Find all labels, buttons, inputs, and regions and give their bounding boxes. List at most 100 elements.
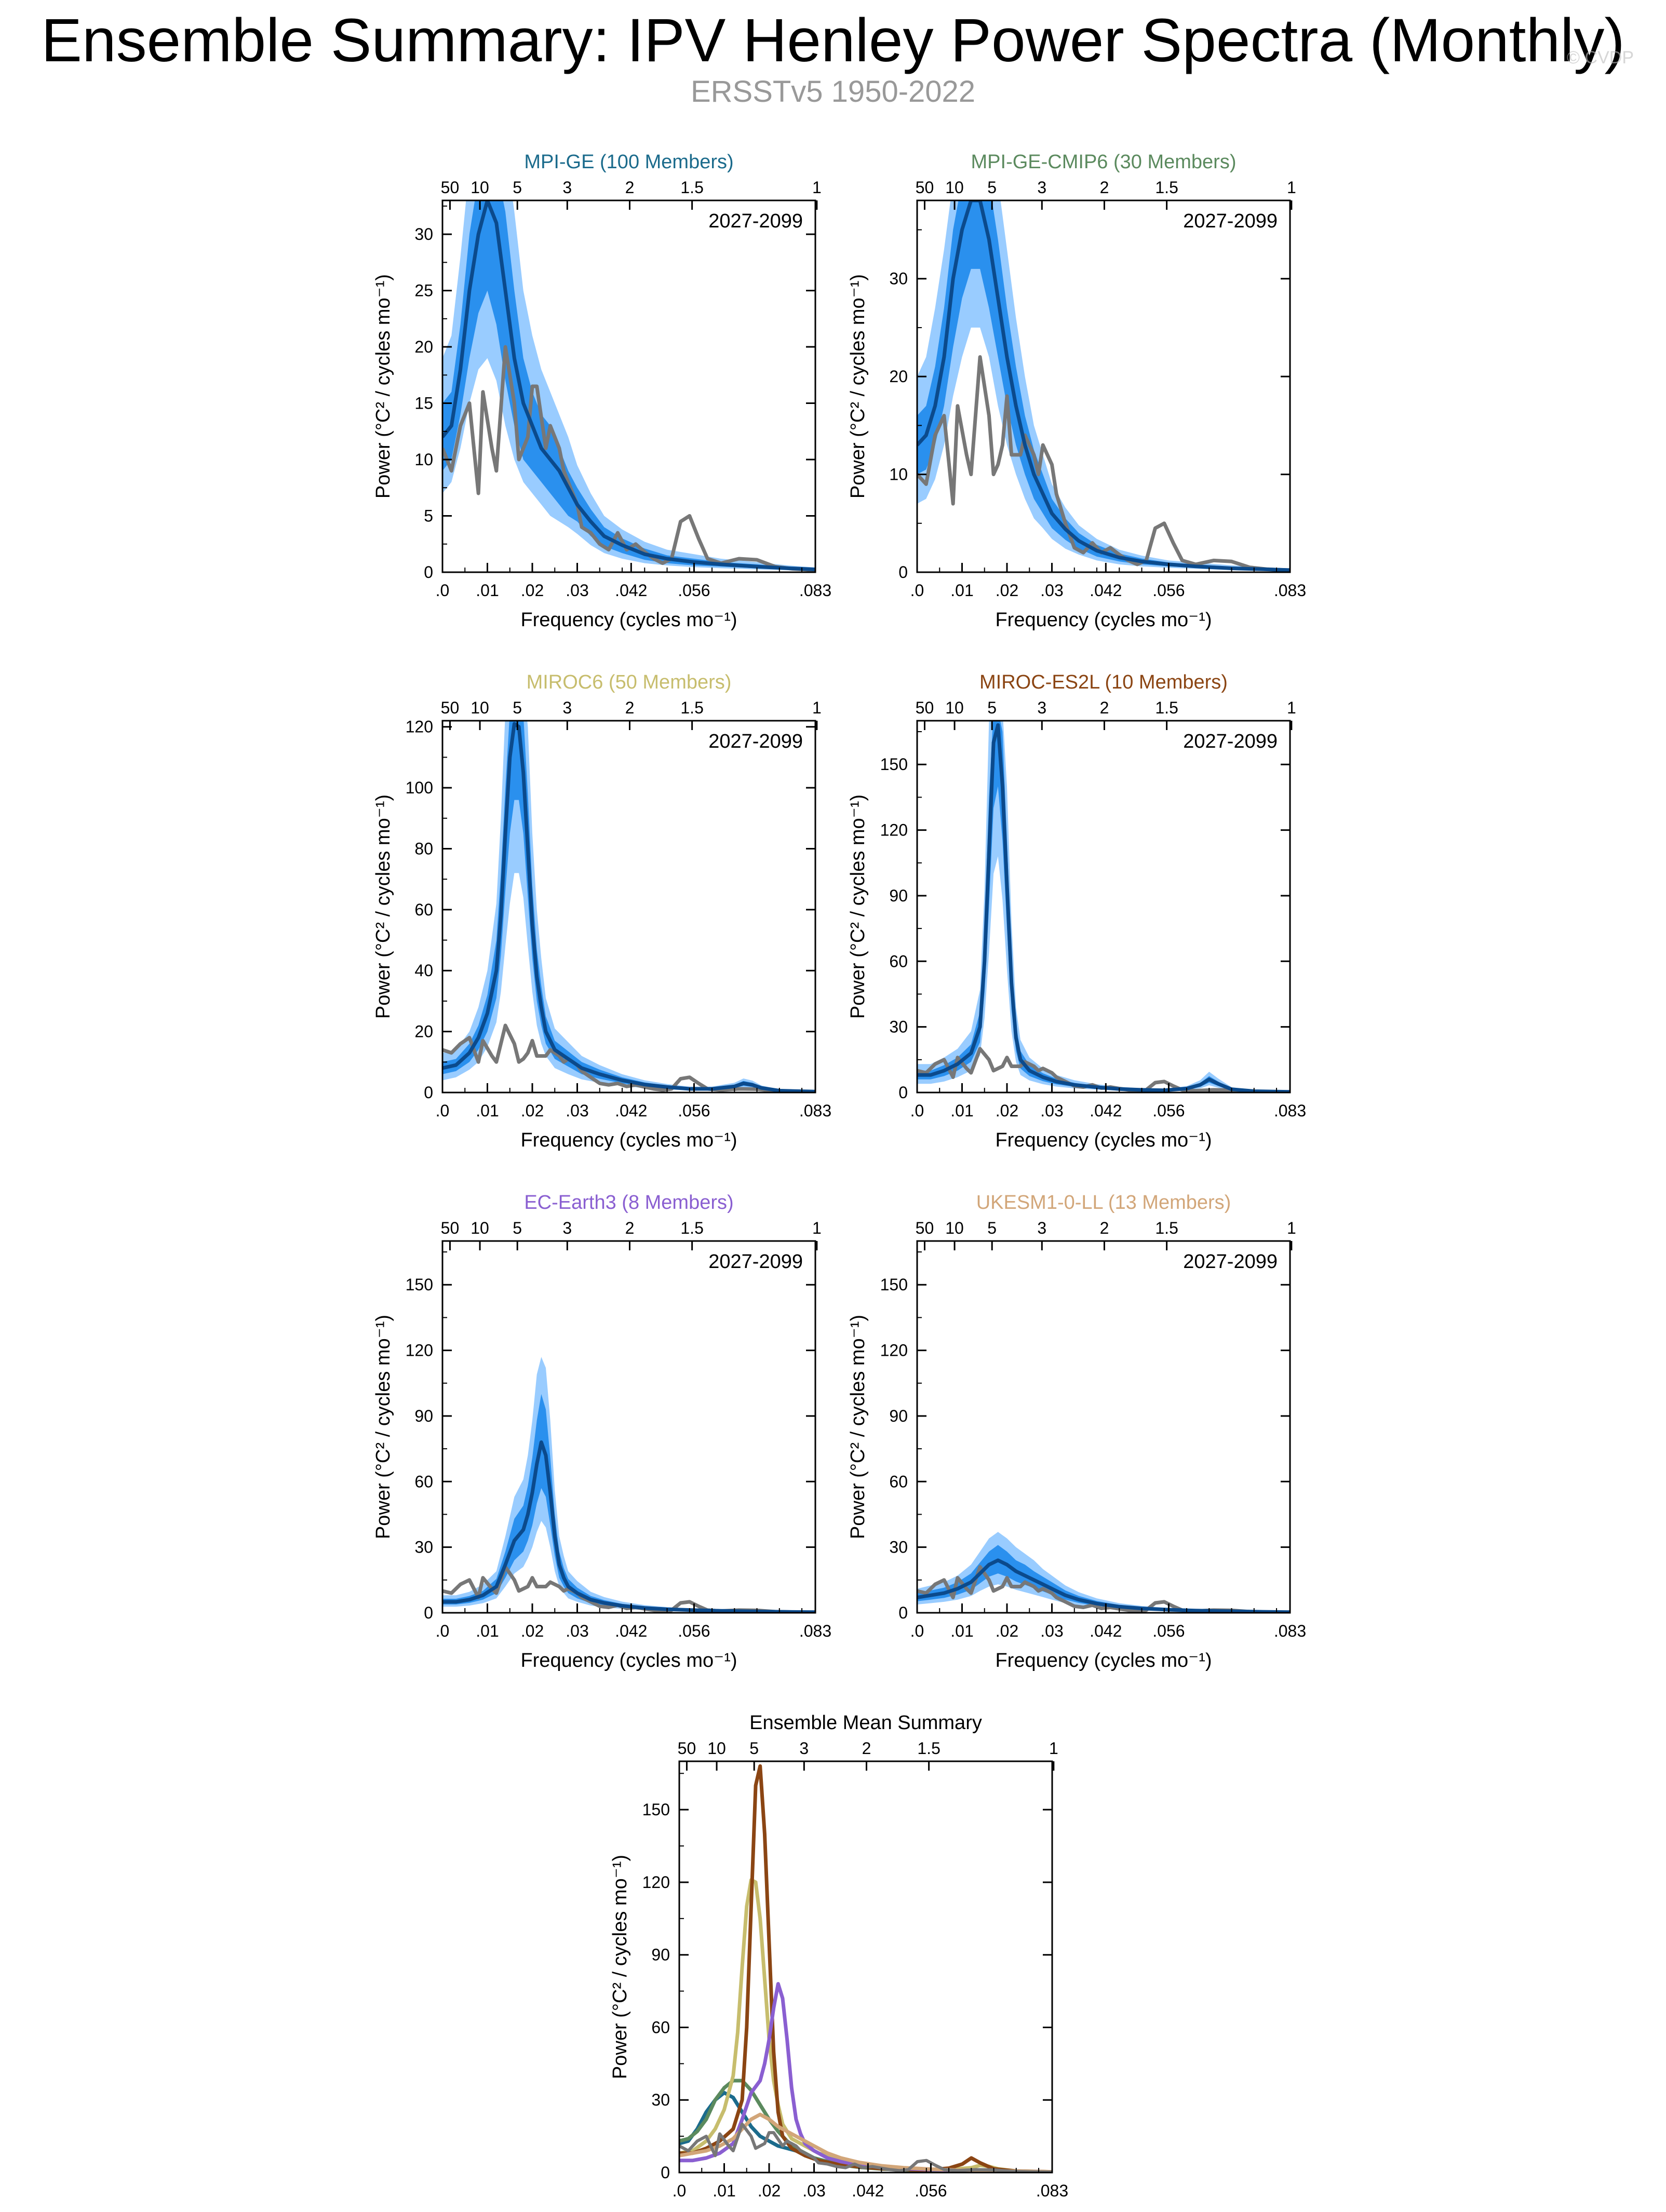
top-tick-label: 1 <box>812 178 822 197</box>
x-axis-label: Frequency (cycles mo⁻¹) <box>995 1650 1212 1671</box>
top-tick-label: 50 <box>916 178 934 197</box>
top-tick-label: 3 <box>1037 698 1046 717</box>
y-tick-label: 100 <box>406 778 433 797</box>
top-tick-label: 3 <box>562 698 572 717</box>
band-inner <box>442 200 815 571</box>
x-tick-label: .042 <box>1090 581 1122 600</box>
x-tick-label: .042 <box>1090 1101 1122 1120</box>
top-tick-label: 2 <box>862 1739 871 1758</box>
y-tick-label: 5 <box>424 507 433 525</box>
top-tick-label: 50 <box>678 1739 696 1758</box>
top-tick-label: 1.5 <box>1155 178 1178 197</box>
y-tick-label: 120 <box>880 821 908 840</box>
x-tick-label: .02 <box>996 581 1018 600</box>
y-tick-label: 150 <box>880 1275 908 1294</box>
top-tick-label: 5 <box>513 698 522 717</box>
y-tick-label: 90 <box>889 886 908 905</box>
ensemble-mean-line <box>917 723 1290 1092</box>
y-tick-label: 15 <box>414 394 433 413</box>
y-tick-label: 0 <box>898 1083 908 1102</box>
top-tick-label: 2 <box>625 1219 635 1237</box>
y-tick-label: 120 <box>642 1873 670 1892</box>
x-tick-label: .083 <box>1274 1622 1306 1640</box>
y-tick-label: 60 <box>651 2018 670 2036</box>
y-tick-label: 60 <box>889 952 908 970</box>
x-axis-label: Frequency (cycles mo⁻¹) <box>995 609 1212 631</box>
band-inner <box>442 1394 815 1613</box>
top-tick-label: 2 <box>1100 178 1109 197</box>
panel-title: MIROC-ES2L (10 Members) <box>979 671 1228 693</box>
x-tick-label: .01 <box>476 581 499 600</box>
series-line-ersstv5 <box>679 2122 1052 2173</box>
band-outer <box>442 200 815 571</box>
top-tick-label: 10 <box>471 178 489 197</box>
y-tick-label: 0 <box>661 2163 670 2182</box>
x-tick-label: .056 <box>1152 1101 1185 1120</box>
x-tick-label: .02 <box>521 581 544 600</box>
observed-spectrum-line <box>917 355 1290 572</box>
y-tick-label: 0 <box>898 563 908 582</box>
figure-title: Ensemble Summary: IPV Henley Power Spect… <box>41 6 1624 75</box>
top-tick-label: 10 <box>945 1219 964 1237</box>
x-tick-label: .0 <box>436 1622 450 1640</box>
top-tick-label: 2 <box>1100 698 1109 717</box>
y-tick-label: 10 <box>889 465 908 484</box>
panel-title: MPI-GE (100 Members) <box>524 151 733 173</box>
panel-title: Ensemble Mean Summary <box>749 1712 982 1734</box>
period-label: 2027-2099 <box>708 731 803 752</box>
x-tick-label: .083 <box>1274 1101 1306 1120</box>
x-tick-label: .0 <box>436 1101 450 1120</box>
panel-title: MIROC6 (50 Members) <box>527 671 732 693</box>
y-tick-label: 30 <box>889 269 908 288</box>
x-tick-label: .083 <box>799 1622 831 1640</box>
ensemble-mean-line <box>442 200 815 572</box>
panel-title: EC-Earth3 (8 Members) <box>524 1192 733 1213</box>
x-tick-label: .02 <box>521 1101 544 1120</box>
y-tick-label: 10 <box>414 450 433 469</box>
x-tick-label: .042 <box>852 2181 884 2200</box>
y-tick-label: 30 <box>651 2090 670 2109</box>
band-outer <box>917 721 1290 1092</box>
top-tick-label: 2 <box>1100 1219 1109 1237</box>
top-tick-label: 50 <box>916 1219 934 1237</box>
x-tick-label: .03 <box>566 1622 588 1640</box>
observed-spectrum-line <box>917 1565 1290 1613</box>
top-tick-label: 5 <box>749 1739 759 1758</box>
y-tick-label: 120 <box>406 1341 433 1360</box>
top-tick-label: 1 <box>1287 698 1296 717</box>
y-tick-label: 60 <box>414 900 433 919</box>
top-tick-label: 50 <box>441 178 460 197</box>
x-axis-label: Frequency (cycles mo⁻¹) <box>520 1650 737 1671</box>
x-tick-label: .03 <box>1040 1622 1063 1640</box>
top-tick-label: 3 <box>562 1219 572 1237</box>
y-axis-label: Power (°C² / cycles mo⁻¹) <box>372 1315 394 1539</box>
x-tick-label: .056 <box>1152 1622 1185 1640</box>
top-tick-label: 3 <box>562 178 572 197</box>
x-tick-label: .083 <box>799 1101 831 1120</box>
x-tick-label: .01 <box>950 1101 973 1120</box>
period-label: 2027-2099 <box>1183 1251 1278 1273</box>
top-tick-label: 10 <box>945 178 964 197</box>
top-tick-label: 5 <box>987 698 997 717</box>
top-tick-label: 1.5 <box>680 178 703 197</box>
x-tick-label: .056 <box>678 1622 710 1640</box>
y-tick-label: 60 <box>414 1472 433 1491</box>
x-tick-label: .0 <box>673 2181 687 2200</box>
x-tick-label: .056 <box>678 1101 710 1120</box>
top-tick-label: 1 <box>812 698 822 717</box>
ensemble-mean-line <box>917 1558 1290 1613</box>
period-label: 2027-2099 <box>1183 210 1278 232</box>
panel-title: MPI-GE-CMIP6 (30 Members) <box>971 151 1237 173</box>
top-tick-label: 1.5 <box>680 1219 703 1237</box>
period-label: 2027-2099 <box>1183 731 1278 752</box>
y-tick-label: 30 <box>889 1538 908 1557</box>
y-axis-label: Power (°C² / cycles mo⁻¹) <box>372 274 394 498</box>
series-line-ukesm1-0-ll <box>679 2112 1052 2173</box>
y-tick-label: 0 <box>424 1603 433 1622</box>
x-tick-label: .083 <box>1036 2181 1068 2200</box>
